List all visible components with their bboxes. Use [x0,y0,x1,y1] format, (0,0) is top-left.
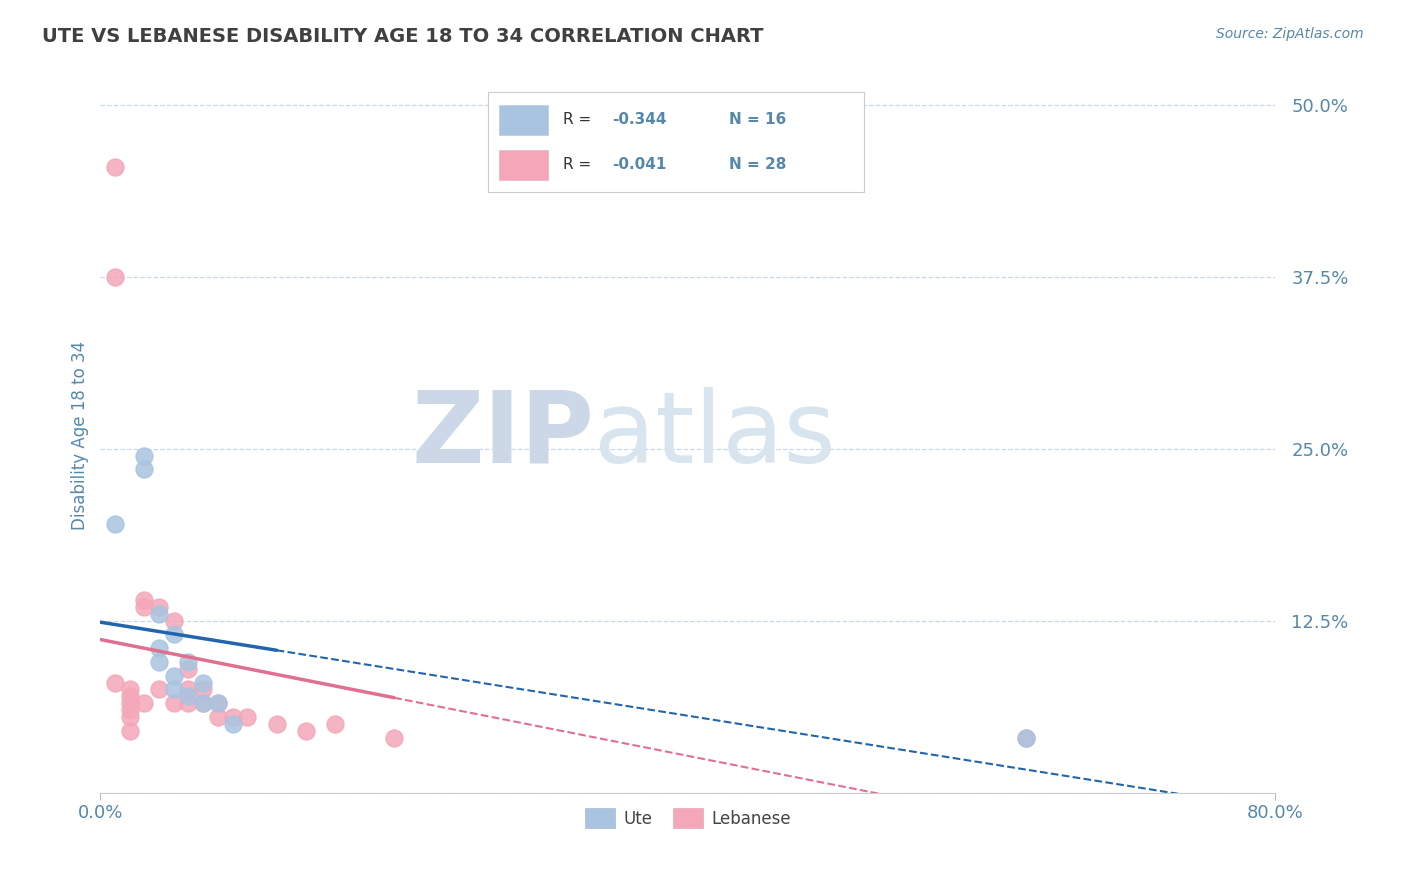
Point [177,662,200,676]
Point [148,655,170,669]
Point [221,717,243,731]
Point [118,696,141,710]
Point [104,269,127,284]
Text: ZIP: ZIP [411,386,593,483]
Point [148,682,170,697]
Point [163,627,186,641]
Point [163,696,186,710]
Point [221,710,243,724]
Point [163,682,186,697]
Point [177,696,200,710]
Point [148,641,170,656]
Text: UTE VS LEBANESE DISABILITY AGE 18 TO 34 CORRELATION CHART: UTE VS LEBANESE DISABILITY AGE 18 TO 34 … [42,27,763,45]
Point [134,696,156,710]
Point [118,710,141,724]
Point [134,462,156,476]
Text: atlas: atlas [593,386,835,483]
Point [177,690,200,704]
Point [148,607,170,621]
Legend: Ute, Lebanese: Ute, Lebanese [579,802,797,834]
Point [193,696,215,710]
Point [134,599,156,614]
Point [163,669,186,683]
Point [104,517,127,532]
Point [118,690,141,704]
Y-axis label: Disability Age 18 to 34: Disability Age 18 to 34 [72,341,89,530]
Point [148,599,170,614]
Point [207,696,229,710]
Point [134,593,156,607]
Point [325,717,347,731]
Point [134,449,156,463]
Point [266,717,288,731]
Point [177,682,200,697]
Point [207,696,229,710]
Point [1015,731,1038,745]
Point [295,723,318,738]
Point [193,696,215,710]
Point [177,655,200,669]
Point [118,723,141,738]
Text: Source: ZipAtlas.com: Source: ZipAtlas.com [1216,27,1364,41]
Point [382,731,405,745]
Point [193,682,215,697]
Point [118,682,141,697]
Point [1015,731,1038,745]
Point [236,710,259,724]
Point [163,614,186,628]
Point [104,160,127,174]
Point [118,703,141,717]
Point [104,675,127,690]
Point [193,675,215,690]
Point [207,710,229,724]
